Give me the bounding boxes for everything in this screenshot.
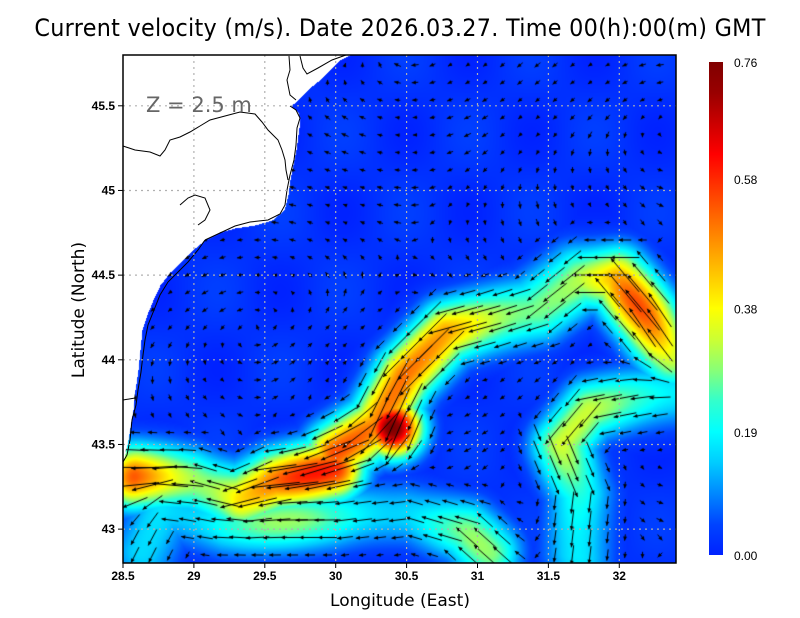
y-tick-label: 44.5 <box>92 268 116 282</box>
x-tick-label: 30.5 <box>395 569 419 583</box>
velocity-heatmap <box>123 55 676 563</box>
x-tick-label: 32 <box>613 569 627 583</box>
colorbar-gradient <box>709 62 723 555</box>
x-tick-label: 30 <box>329 569 343 583</box>
colorbar-tick-label: 0.58 <box>734 173 758 187</box>
y-axis-title: Latitude (North) <box>69 242 89 378</box>
x-tick-label: 29 <box>187 569 201 583</box>
colorbar-tick-label: 0.19 <box>734 426 758 440</box>
plot-area <box>123 55 676 563</box>
x-tick-label: 31.5 <box>537 569 561 583</box>
x-tick-label: 31 <box>471 569 485 583</box>
y-tick-label: 43 <box>102 522 116 536</box>
colorbar-tick-label: 0.38 <box>734 303 758 317</box>
chart-title: Current velocity (m/s). Date 2026.03.27.… <box>34 14 766 42</box>
colorbar-tick-label: 0.00 <box>734 549 758 563</box>
y-axis-ticks: 43 43.5 44 44.5 45 45.5 <box>92 99 123 536</box>
y-tick-label: 45.5 <box>92 99 116 113</box>
colorbar: 0.00 0.19 0.38 0.58 0.76 <box>709 56 758 563</box>
y-tick-label: 44 <box>102 353 116 367</box>
x-tick-label: 28.5 <box>111 569 135 583</box>
y-tick-label: 45 <box>102 183 116 197</box>
colorbar-tick-label: 0.76 <box>734 56 758 70</box>
x-tick-label: 29.5 <box>253 569 277 583</box>
x-axis-title: Longitude (East) <box>330 591 470 611</box>
colorbar-tick-labels: 0.00 0.19 0.38 0.58 0.76 <box>734 56 758 563</box>
x-axis-ticks: 28.5 29 29.5 30 30.5 31 31.5 32 <box>111 563 626 583</box>
y-tick-label: 43.5 <box>92 437 116 451</box>
